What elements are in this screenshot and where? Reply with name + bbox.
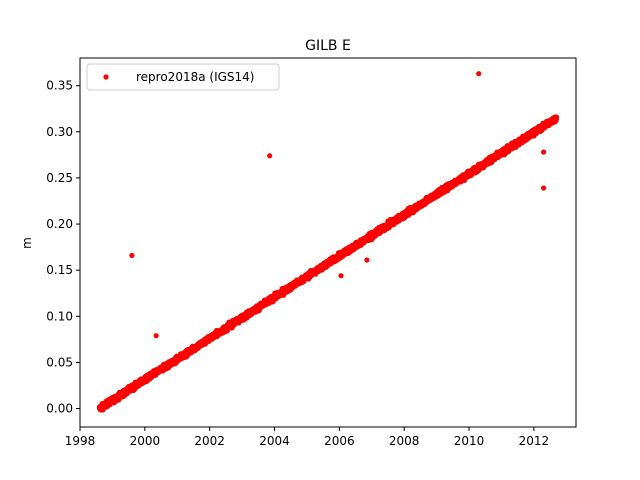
y-axis-label: m — [20, 237, 34, 249]
data-points — [96, 71, 560, 413]
chart-title: GILB E — [305, 38, 351, 54]
